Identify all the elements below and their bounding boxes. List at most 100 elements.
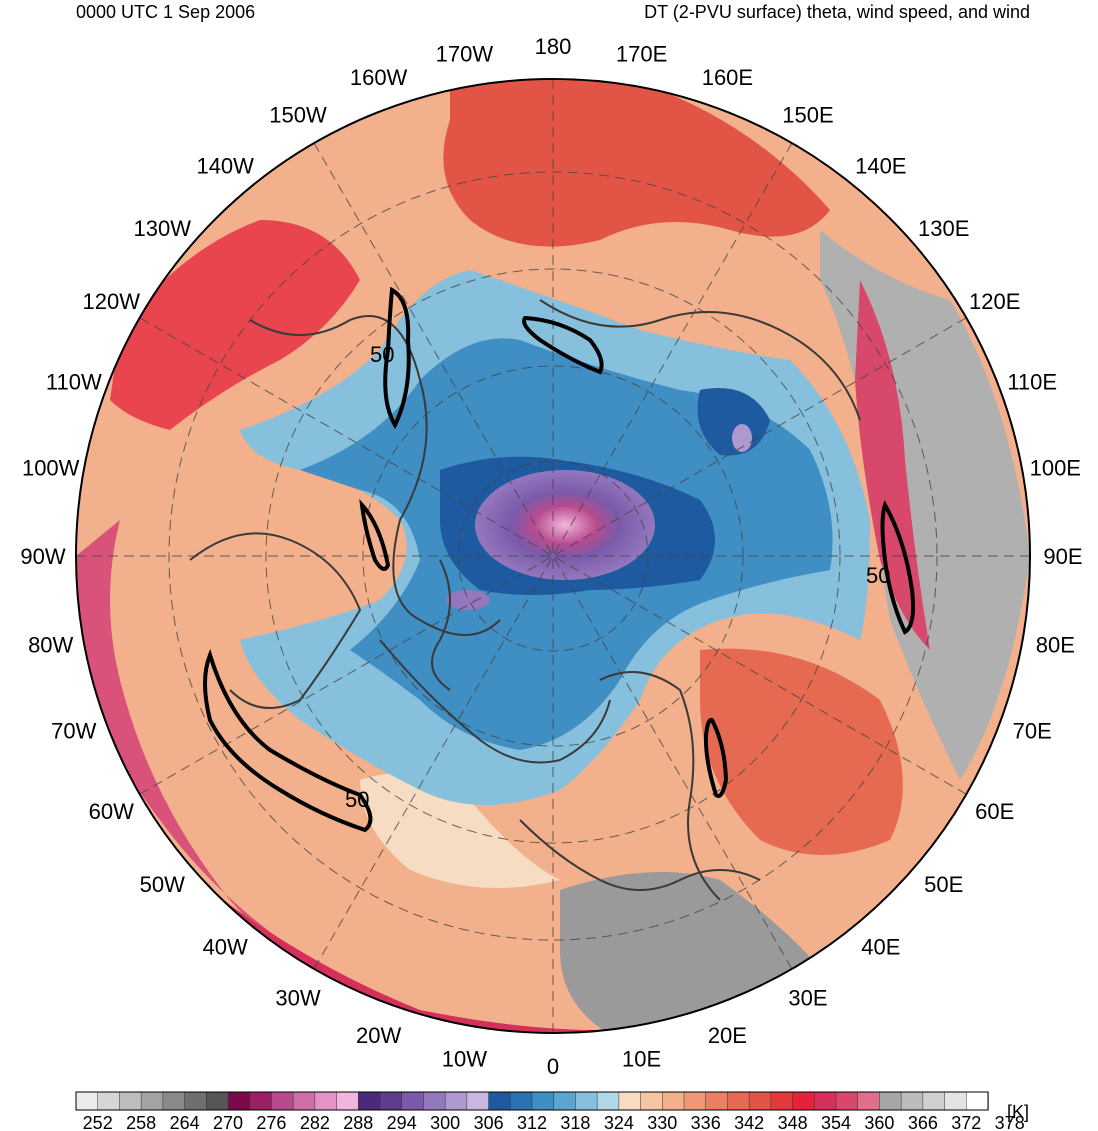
colorbar-bin <box>748 1091 772 1111</box>
longitude-label: 150E <box>782 102 833 127</box>
colorbar-tick-label: 276 <box>256 1113 286 1131</box>
colorbar-bin <box>510 1091 533 1111</box>
contour-label: 50 <box>370 342 394 367</box>
theta-field <box>76 79 1030 1033</box>
field-description-label: DT (2-PVU surface) theta, wind speed, an… <box>644 2 1030 22</box>
longitude-label: 130E <box>918 216 969 241</box>
coastlines <box>189 299 861 901</box>
red-region-gulf-alaska <box>110 220 360 430</box>
longitude-labels: 180 170E 160E 150E 140E 130E 120E 110E 100E 90E 80… <box>20 34 1082 1079</box>
longitude-label: 170E <box>616 42 667 67</box>
longitude-label: 160E <box>702 65 753 90</box>
longitude-label: 10W <box>442 1046 487 1071</box>
colorbar-bin <box>857 1091 881 1111</box>
colorbar-bin <box>140 1091 164 1111</box>
colorbar-bin <box>727 1091 750 1111</box>
jet-contour-siberia <box>880 500 916 635</box>
colorbar-tick-label: 252 <box>83 1113 113 1131</box>
colorbar-bin <box>75 1091 99 1111</box>
colorbar-bin <box>792 1091 815 1111</box>
colorbar-tick-label: 336 <box>691 1113 721 1131</box>
colorbar-tick-label: 366 <box>908 1113 938 1131</box>
colorbar-bin <box>379 1091 403 1111</box>
longitude-label: 40W <box>203 935 248 960</box>
colorbar-tick-label: 282 <box>300 1113 330 1131</box>
longitude-label: 180 <box>535 34 572 59</box>
pink-strip-siberia <box>855 280 930 650</box>
longitude-label: 70E <box>1013 718 1052 743</box>
colorbar-tick-label: 306 <box>474 1113 504 1131</box>
colorbar-bin <box>814 1091 837 1111</box>
colorbar-bin <box>922 1091 946 1111</box>
longitude-label: 80E <box>1036 633 1075 658</box>
jet-contour-atlantic <box>203 648 373 833</box>
colorbar-bin <box>184 1091 207 1111</box>
longitude-label: 130W <box>134 216 192 241</box>
longitude-label: 20E <box>708 1023 747 1048</box>
colorbar-bin <box>423 1091 446 1111</box>
colorbar-tick-label: 318 <box>560 1113 590 1131</box>
colorbar-bin <box>640 1091 663 1111</box>
longitude-label: 70W <box>51 718 96 743</box>
longitude-label: 60W <box>89 799 134 824</box>
longitude-label: 110W <box>46 370 102 395</box>
longitude-label: 30E <box>788 986 827 1011</box>
colorbar-bin <box>206 1091 229 1111</box>
longitude-label: 120W <box>83 289 141 314</box>
colorbar-bin <box>314 1091 338 1111</box>
colorbar-bin <box>119 1091 142 1111</box>
pink-region-west-atlantic <box>76 520 380 1000</box>
colorbar-bin <box>770 1091 794 1111</box>
colorbar-tick-label: 378 <box>995 1113 1025 1131</box>
valid-time-label: 0000 UTC 1 Sep 2006 <box>76 2 256 22</box>
longitude-label: 40E <box>861 935 900 960</box>
longitude-label: 80W <box>28 633 73 658</box>
longitude-label: 160W <box>350 65 408 90</box>
red-region-bering <box>443 80 830 247</box>
colorbar-bin <box>900 1091 924 1111</box>
contour-label: 50 <box>345 787 369 812</box>
colorbar-tick-label: 300 <box>430 1113 460 1131</box>
longitude-label: 90E <box>1043 544 1082 569</box>
longitude-label: 30W <box>275 986 320 1011</box>
colorbar-bin <box>444 1091 468 1111</box>
colorbar-tick-label: 330 <box>647 1113 677 1131</box>
colorbar-bins <box>75 1091 989 1111</box>
colorbar-frame <box>75 1091 989 1111</box>
longitude-label: 140E <box>855 153 906 178</box>
colorbar-bin <box>618 1091 642 1111</box>
colorbar-tick-label: 372 <box>951 1113 981 1131</box>
colorbar-bin <box>97 1091 121 1111</box>
colorbar-bin <box>596 1091 620 1111</box>
colorbar-bin <box>879 1091 902 1111</box>
longitude-label: 10E <box>622 1046 661 1071</box>
colorbar-tick-label: 264 <box>170 1113 200 1131</box>
colorbar-unit-label: [K] <box>1007 1102 1029 1122</box>
longitude-label: 50E <box>924 872 963 897</box>
wind-speed-contours <box>203 286 916 833</box>
colorbar-tick-label: 294 <box>387 1113 417 1131</box>
purple-pocket-greenland <box>446 590 490 610</box>
colorbar-bin <box>705 1091 729 1111</box>
longitude-label: 20W <box>356 1023 401 1048</box>
colorbar-tick-label: 342 <box>734 1113 764 1131</box>
colorbar-bin <box>944 1091 967 1111</box>
jet-contour-alaska <box>383 286 411 430</box>
colorbar-bin <box>358 1091 381 1111</box>
colorbar-tick-label: 312 <box>517 1113 547 1131</box>
colorbar-bin <box>271 1091 294 1111</box>
colorbar-tick-label: 348 <box>778 1113 808 1131</box>
colorbar-bin <box>553 1091 577 1111</box>
colorbar-bin <box>292 1091 316 1111</box>
colorbar-bin <box>227 1091 251 1111</box>
colorbar: 252 258 264 270 276 282 288 294 300 306 312 318 324 3… <box>75 1091 1029 1131</box>
colorbar-bin <box>162 1091 186 1111</box>
colorbar-bin <box>531 1091 555 1111</box>
longitude-label: 90W <box>20 544 65 569</box>
light-region-north-atlantic <box>360 773 560 888</box>
longitude-label: 60E <box>975 799 1014 824</box>
latitude-circles <box>168 171 938 941</box>
longitude-label: 170W <box>436 42 494 67</box>
contour-label: 50 <box>866 563 890 588</box>
